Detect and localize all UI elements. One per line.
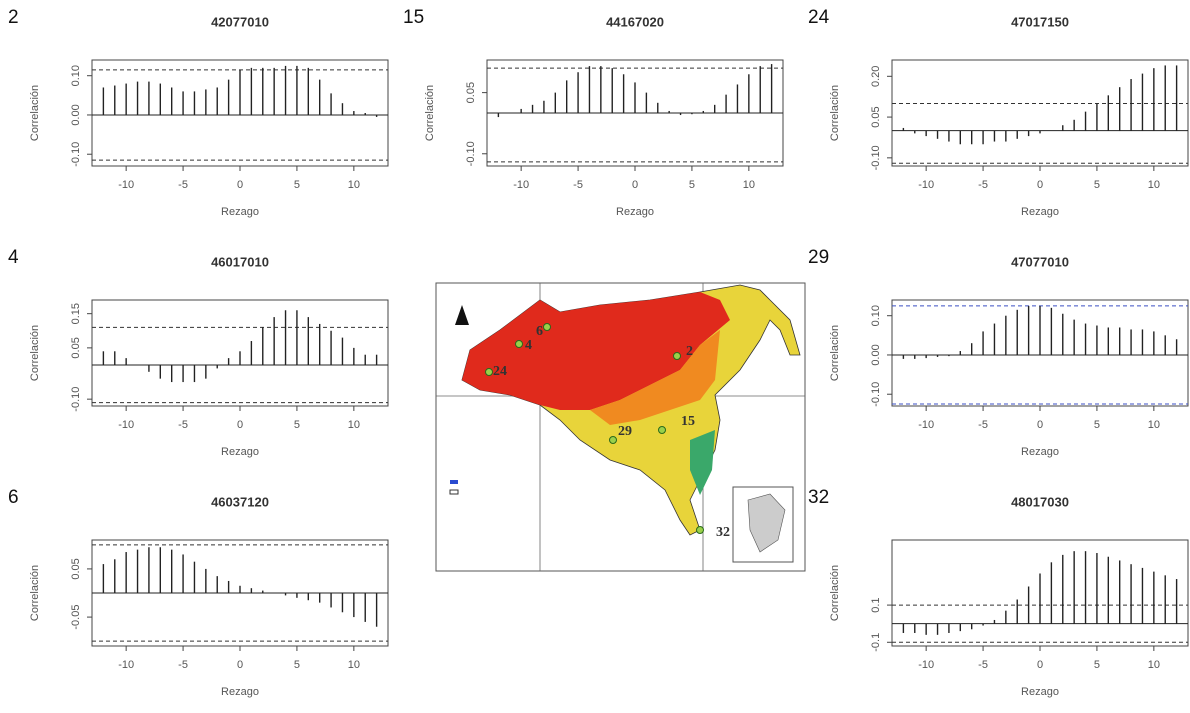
panel-number: 2	[8, 7, 19, 28]
panel-number: 15	[403, 7, 424, 28]
x-axis-label: Rezago	[1021, 446, 1059, 458]
x-tick-label: 10	[348, 179, 360, 191]
x-tick-label: -10	[918, 659, 934, 671]
plot-frame	[892, 60, 1188, 166]
x-tick-label: -5	[978, 179, 988, 191]
y-axis-label: Correlación	[424, 85, 436, 141]
x-tick-label: 0	[237, 419, 243, 431]
x-tick-label: -5	[978, 659, 988, 671]
x-tick-label: 10	[348, 419, 360, 431]
y-axis-label: Correlación	[29, 85, 41, 141]
panel-title: 42077010	[211, 14, 269, 29]
map-legend-swatch	[450, 480, 458, 484]
x-tick-label: 0	[1037, 419, 1043, 431]
x-tick-label: 0	[1037, 179, 1043, 191]
station-label: 15	[681, 414, 695, 429]
station-label: 29	[618, 424, 632, 439]
y-tick-label: 0.05	[70, 337, 82, 358]
station-label: 2	[686, 344, 693, 359]
x-tick-label: 0	[632, 179, 638, 191]
y-tick-label: 0.1	[870, 597, 882, 612]
x-tick-label: -5	[178, 419, 188, 431]
x-tick-label: 10	[348, 659, 360, 671]
panel-number: 29	[808, 247, 829, 268]
x-tick-label: 5	[294, 179, 300, 191]
x-tick-label: -5	[178, 179, 188, 191]
station	[516, 341, 523, 348]
y-axis-label: Correlación	[829, 85, 841, 141]
y-tick-label: -0.1	[870, 633, 882, 652]
station	[697, 527, 704, 534]
x-tick-label: 5	[294, 659, 300, 671]
panel-number: 6	[8, 487, 19, 508]
y-tick-label: 0.10	[870, 305, 882, 326]
panel-title: 47017150	[1011, 14, 1069, 29]
x-tick-label: 5	[1094, 419, 1100, 431]
x-axis-label: Rezago	[1021, 686, 1059, 698]
station	[544, 324, 551, 331]
x-tick-label: -5	[573, 179, 583, 191]
station	[674, 353, 681, 360]
y-axis-label: Correlación	[829, 325, 841, 381]
panel-number: 24	[808, 7, 830, 28]
y-tick-label: -0.10	[70, 142, 82, 167]
station-label: 24	[493, 364, 507, 379]
x-tick-label: 10	[1148, 659, 1160, 671]
x-tick-label: 0	[237, 179, 243, 191]
y-tick-label: -0.10	[870, 145, 882, 170]
y-tick-label: 0.05	[870, 106, 882, 127]
y-tick-label: 0.05	[465, 82, 477, 103]
x-tick-label: -10	[918, 419, 934, 431]
station	[659, 427, 666, 434]
panel-title: 44167020	[606, 14, 664, 29]
panel-title: 48017030	[1011, 494, 1069, 509]
panel-number: 32	[808, 487, 829, 508]
x-tick-label: -10	[118, 659, 134, 671]
x-tick-label: -10	[513, 179, 529, 191]
x-tick-label: -10	[118, 419, 134, 431]
x-axis-label: Rezago	[1021, 206, 1059, 218]
x-tick-label: 10	[743, 179, 755, 191]
x-tick-label: 10	[1148, 179, 1160, 191]
x-axis-label: Rezago	[221, 446, 259, 458]
x-axis-label: Rezago	[221, 686, 259, 698]
x-tick-label: 10	[1148, 419, 1160, 431]
y-tick-label: -0.05	[70, 605, 82, 630]
x-axis-label: Rezago	[616, 206, 654, 218]
y-tick-label: 0.10	[70, 65, 82, 86]
y-tick-label: -0.10	[870, 382, 882, 407]
station	[610, 437, 617, 444]
x-tick-label: -10	[918, 179, 934, 191]
y-tick-label: 0.05	[70, 558, 82, 579]
station-label: 4	[525, 338, 532, 353]
y-tick-label: 0.20	[870, 66, 882, 87]
panel-number: 4	[8, 247, 19, 268]
station-label: 6	[536, 324, 543, 339]
x-tick-label: 5	[294, 419, 300, 431]
map: 24 46 2 15 29 32	[436, 283, 805, 571]
panel-title: 47077010	[1011, 254, 1069, 269]
panel-title: 46017010	[211, 254, 269, 269]
x-tick-label: 5	[1094, 659, 1100, 671]
x-tick-label: -5	[178, 659, 188, 671]
x-tick-label: 5	[689, 179, 695, 191]
y-tick-label: 0.00	[870, 344, 882, 365]
x-tick-label: -10	[118, 179, 134, 191]
x-axis-label: Rezago	[221, 206, 259, 218]
x-tick-label: 0	[1037, 659, 1043, 671]
y-tick-label: 0.00	[70, 104, 82, 125]
x-tick-label: 0	[237, 659, 243, 671]
y-axis-label: Correlación	[829, 565, 841, 621]
x-tick-label: -5	[978, 419, 988, 431]
station-label: 32	[716, 525, 730, 540]
y-tick-label: 0.15	[70, 303, 82, 324]
y-tick-label: -0.10	[70, 387, 82, 412]
y-axis-label: Correlación	[29, 325, 41, 381]
panel-title: 46037120	[211, 494, 269, 509]
x-tick-label: 5	[1094, 179, 1100, 191]
y-axis-label: Correlación	[29, 565, 41, 621]
figure: 24462152932 242077010CorrelaciónRezago-1…	[0, 0, 1190, 708]
station	[486, 369, 493, 376]
y-tick-label: -0.10	[465, 141, 477, 166]
